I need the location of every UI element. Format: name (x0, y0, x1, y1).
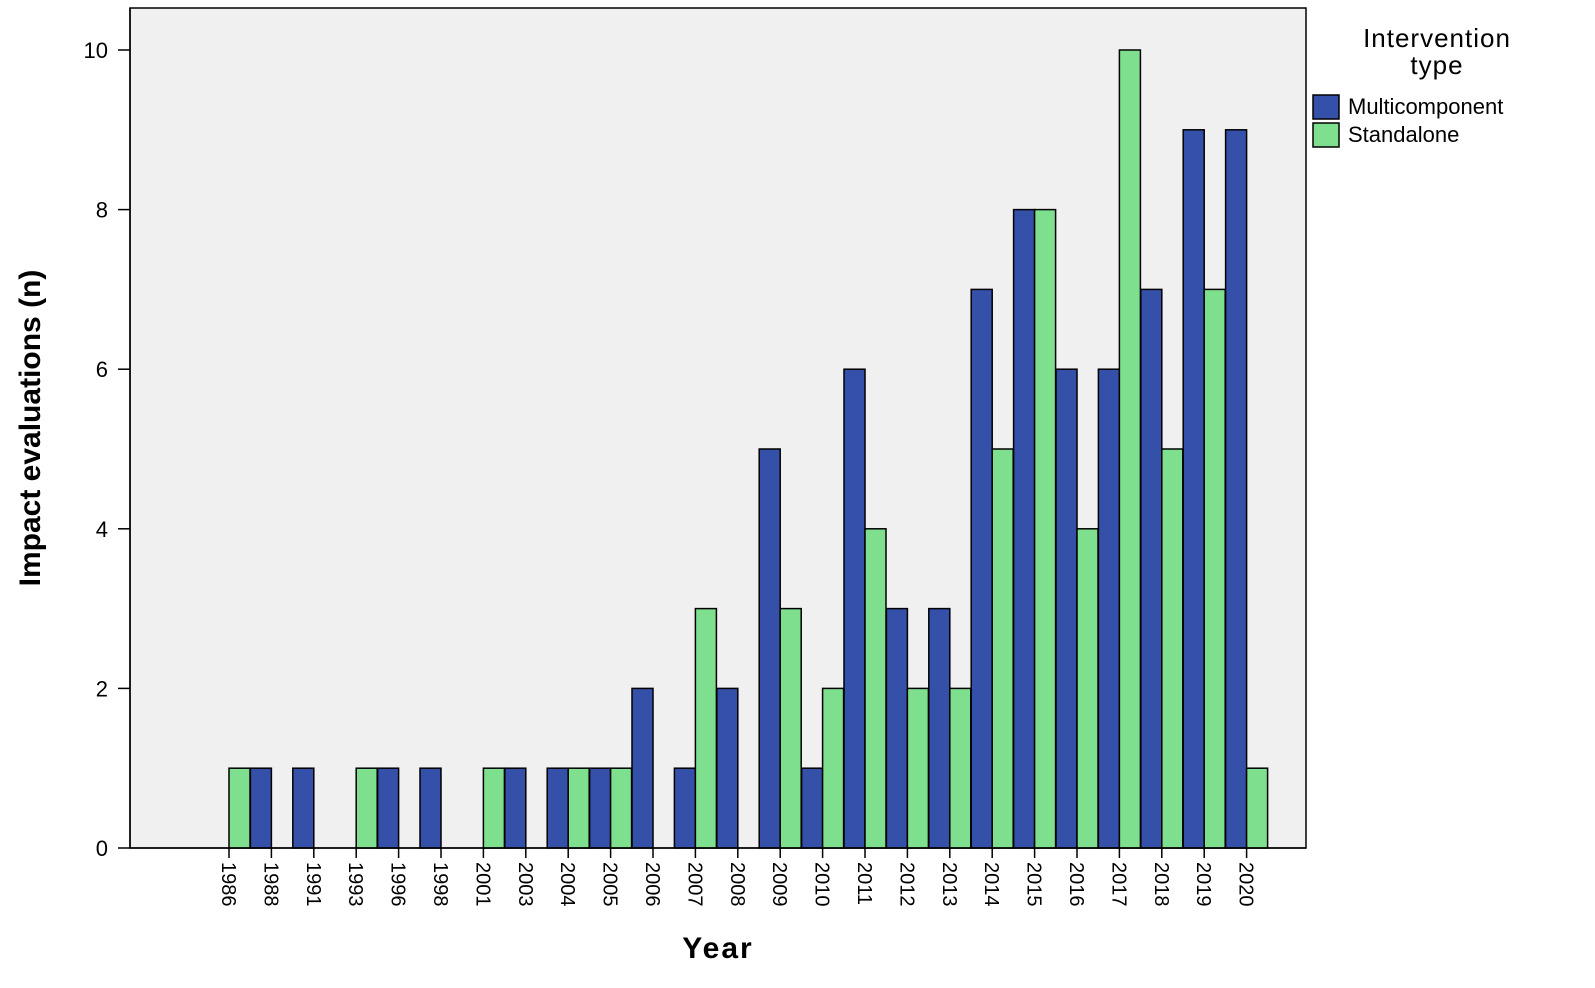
bar-multicomponent-2020 (1224, 129, 1248, 849)
bar-standalone-2014 (991, 448, 1014, 849)
bar-multicomponent-1996 (376, 767, 400, 849)
bar-standalone-1986 (228, 767, 251, 849)
y-axis-title: Impact evaluations (n) (14, 270, 47, 587)
x-tick-label: 2019 (1192, 862, 1214, 907)
bar-standalone-2012 (906, 687, 930, 849)
y-tick-label: 6 (96, 357, 108, 382)
y-tick-label: 0 (96, 836, 108, 861)
y-tick-label: 2 (96, 676, 108, 701)
bar-standalone-2004 (567, 767, 590, 849)
legend-swatch-standalone (1312, 122, 1340, 148)
x-tick-label: 2012 (895, 862, 917, 907)
legend-label-multicomponent: Multicomponent (1348, 94, 1503, 119)
bar-multicomponent-2012 (885, 607, 909, 849)
x-tick-label: 2003 (514, 862, 536, 907)
bar-standalone-2018 (1161, 448, 1184, 849)
x-tick-label: 2017 (1107, 862, 1129, 907)
bar-standalone-2016 (1076, 528, 1099, 849)
bar-multicomponent-2006 (631, 687, 654, 849)
bar-multicomponent-2009 (758, 448, 781, 849)
x-tick-label: 2013 (938, 862, 960, 907)
x-tick-label: 1991 (302, 862, 324, 907)
bar-multicomponent-1991 (292, 767, 315, 849)
x-tick-label: 2018 (1150, 862, 1172, 907)
x-tick-label: 1988 (259, 862, 281, 907)
x-tick-label: 2020 (1235, 862, 1257, 907)
bar-standalone-2017 (1118, 49, 1142, 849)
bar-standalone-2007 (694, 607, 718, 849)
x-tick-label: 2016 (1065, 862, 1087, 907)
x-tick-label: 2008 (726, 862, 748, 907)
x-tick-label: 2015 (1023, 862, 1045, 907)
bar-multicomponent-2010 (800, 767, 824, 849)
y-tick-label: 10 (84, 38, 108, 63)
bar-multicomponent-2015 (1012, 208, 1036, 849)
bar-multicomponent-2017 (1097, 368, 1121, 849)
x-tick-label: 1996 (387, 862, 409, 907)
legend-title-line-2: type (1410, 50, 1463, 80)
x-axis-title: Year (682, 932, 753, 965)
bar-multicomponent-2014 (970, 288, 993, 849)
x-tick-label: 2004 (556, 862, 578, 907)
bar-standalone-1993 (355, 767, 378, 849)
legend-label-standalone: Standalone (1348, 122, 1459, 147)
x-tick-label: 2005 (599, 862, 621, 907)
x-tick-label: 2006 (641, 862, 663, 907)
bar-standalone-2015 (1033, 208, 1057, 849)
legend-title-line-1: Intervention (1363, 23, 1511, 53)
legend-swatch-multicomponent (1312, 94, 1340, 120)
bar-multicomponent-2011 (843, 368, 866, 849)
x-tick-label: 2007 (683, 862, 705, 907)
bar-multicomponent-2003 (504, 767, 527, 849)
bar-multicomponent-2016 (1055, 368, 1078, 849)
x-tick-label: 2014 (980, 862, 1002, 907)
x-tick-label: 1998 (429, 862, 451, 907)
bar-multicomponent-2005 (588, 767, 612, 849)
bar-multicomponent-1988 (249, 767, 273, 849)
y-axis: 0 2 4 6 8 10 (84, 8, 131, 861)
bars (228, 49, 1269, 849)
x-tick-label: 2001 (471, 862, 493, 907)
y-tick-label: 8 (96, 198, 108, 223)
bar-multicomponent-1998 (419, 767, 442, 849)
x-tick-label: 1993 (344, 862, 366, 907)
bar-multicomponent-2004 (546, 767, 569, 849)
bar-standalone-2013 (949, 687, 972, 849)
x-tick-label: 1986 (217, 862, 239, 907)
bar-multicomponent-2008 (716, 687, 739, 849)
x-tick-label: 2011 (853, 862, 875, 905)
bar-standalone-2005 (609, 767, 633, 849)
bar-multicomponent-2007 (673, 767, 697, 849)
y-tick-label: 4 (96, 517, 108, 542)
bar-standalone-2020 (1245, 767, 1269, 849)
bar-multicomponent-2019 (1182, 129, 1205, 849)
x-axis: 1986 1988 1991 1993 1996 1998 2001 2003 2004 2005… (130, 847, 1306, 907)
bar-standalone-2019 (1203, 288, 1226, 849)
bar-standalone-2011 (864, 528, 887, 849)
bar-multicomponent-2018 (1140, 288, 1163, 849)
bar-multicomponent-2013 (928, 607, 951, 849)
bar-standalone-2001 (482, 767, 506, 849)
bar-standalone-2010 (821, 687, 845, 849)
x-tick-label: 2010 (811, 862, 833, 907)
x-tick-label: 2009 (768, 862, 790, 907)
bar-standalone-2009 (779, 607, 802, 849)
